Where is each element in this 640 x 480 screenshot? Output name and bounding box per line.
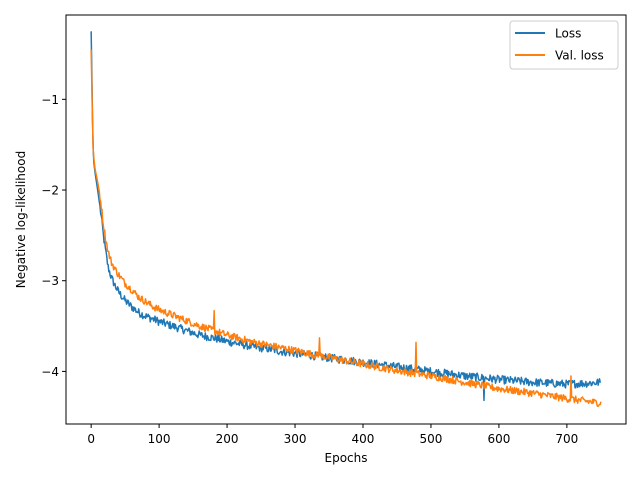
x-tick-label: 0: [87, 432, 95, 446]
legend-label-val-loss: Val. loss: [555, 49, 604, 63]
x-tick-label: 600: [487, 432, 510, 446]
y-axis-label: Negative log-likelihood: [14, 151, 28, 288]
x-tick-label: 400: [352, 432, 375, 446]
y-tick-label: −4: [41, 365, 59, 379]
legend-label-loss: Loss: [555, 27, 581, 41]
x-tick-label: 700: [555, 432, 578, 446]
x-axis-label: Epochs: [325, 451, 368, 465]
x-tick-label: 300: [284, 432, 307, 446]
plot-area: [90, 31, 602, 408]
series-line-val-loss: [90, 49, 602, 408]
x-tick-label: 200: [216, 432, 239, 446]
x-tick-label: 500: [419, 432, 442, 446]
y-tick-label: −2: [41, 184, 59, 198]
x-axis-ticks: 0 100 200 300 400 500 600 700: [87, 424, 578, 446]
legend: Loss Val. loss: [509, 20, 619, 70]
axes-frame: [65, 14, 627, 425]
y-tick-label: −1: [41, 93, 59, 107]
series-layer: [90, 31, 602, 408]
y-tick-label: −3: [41, 274, 59, 288]
x-tick-label: 100: [148, 432, 171, 446]
y-axis-ticks: −4 −3 −2 −1: [41, 93, 66, 379]
